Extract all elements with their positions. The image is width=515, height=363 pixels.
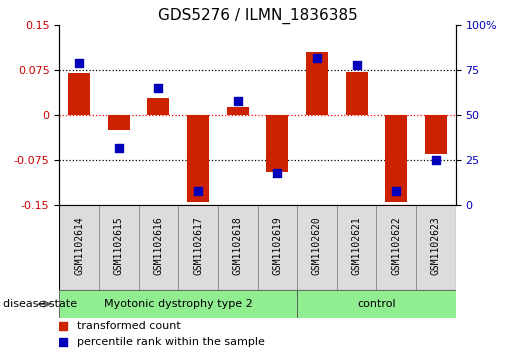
- Text: GSM1102619: GSM1102619: [272, 217, 282, 276]
- Bar: [306, 52, 328, 115]
- Bar: [258, 205, 297, 290]
- Point: [59, 339, 67, 345]
- Point: [75, 60, 83, 66]
- Bar: [99, 205, 139, 290]
- Text: Myotonic dystrophy type 2: Myotonic dystrophy type 2: [104, 299, 252, 309]
- Bar: [139, 205, 178, 290]
- Bar: [266, 115, 288, 172]
- Text: GSM1102614: GSM1102614: [74, 217, 84, 276]
- Point: [432, 157, 440, 163]
- Bar: [425, 115, 447, 154]
- Text: GSM1102618: GSM1102618: [233, 217, 243, 276]
- Text: control: control: [357, 299, 396, 309]
- Point: [154, 85, 162, 91]
- Title: GDS5276 / ILMN_1836385: GDS5276 / ILMN_1836385: [158, 8, 357, 24]
- Point: [194, 188, 202, 193]
- Point: [313, 55, 321, 61]
- Bar: [147, 98, 169, 115]
- Bar: [385, 115, 407, 202]
- Bar: [346, 72, 368, 115]
- Bar: [376, 205, 416, 290]
- Text: GSM1102623: GSM1102623: [431, 217, 441, 276]
- Bar: [297, 205, 337, 290]
- Bar: [59, 290, 297, 318]
- Point: [114, 145, 123, 151]
- Point: [392, 188, 401, 193]
- Bar: [227, 107, 249, 115]
- Bar: [108, 115, 130, 130]
- Point: [233, 98, 242, 104]
- Point: [273, 170, 281, 176]
- Bar: [187, 115, 209, 202]
- Text: disease state: disease state: [3, 299, 77, 309]
- Bar: [178, 205, 218, 290]
- Text: GSM1102616: GSM1102616: [153, 217, 163, 276]
- Text: GSM1102615: GSM1102615: [114, 217, 124, 276]
- Point: [59, 323, 67, 329]
- Text: GSM1102620: GSM1102620: [312, 217, 322, 276]
- Bar: [337, 205, 376, 290]
- Bar: [218, 205, 258, 290]
- Point: [352, 62, 360, 68]
- Bar: [297, 290, 456, 318]
- Text: GSM1102621: GSM1102621: [352, 217, 362, 276]
- Bar: [59, 205, 99, 290]
- Bar: [416, 205, 456, 290]
- Text: GSM1102617: GSM1102617: [193, 217, 203, 276]
- Bar: [68, 73, 90, 115]
- Text: percentile rank within the sample: percentile rank within the sample: [77, 337, 265, 347]
- Text: GSM1102622: GSM1102622: [391, 217, 401, 276]
- Text: transformed count: transformed count: [77, 321, 181, 331]
